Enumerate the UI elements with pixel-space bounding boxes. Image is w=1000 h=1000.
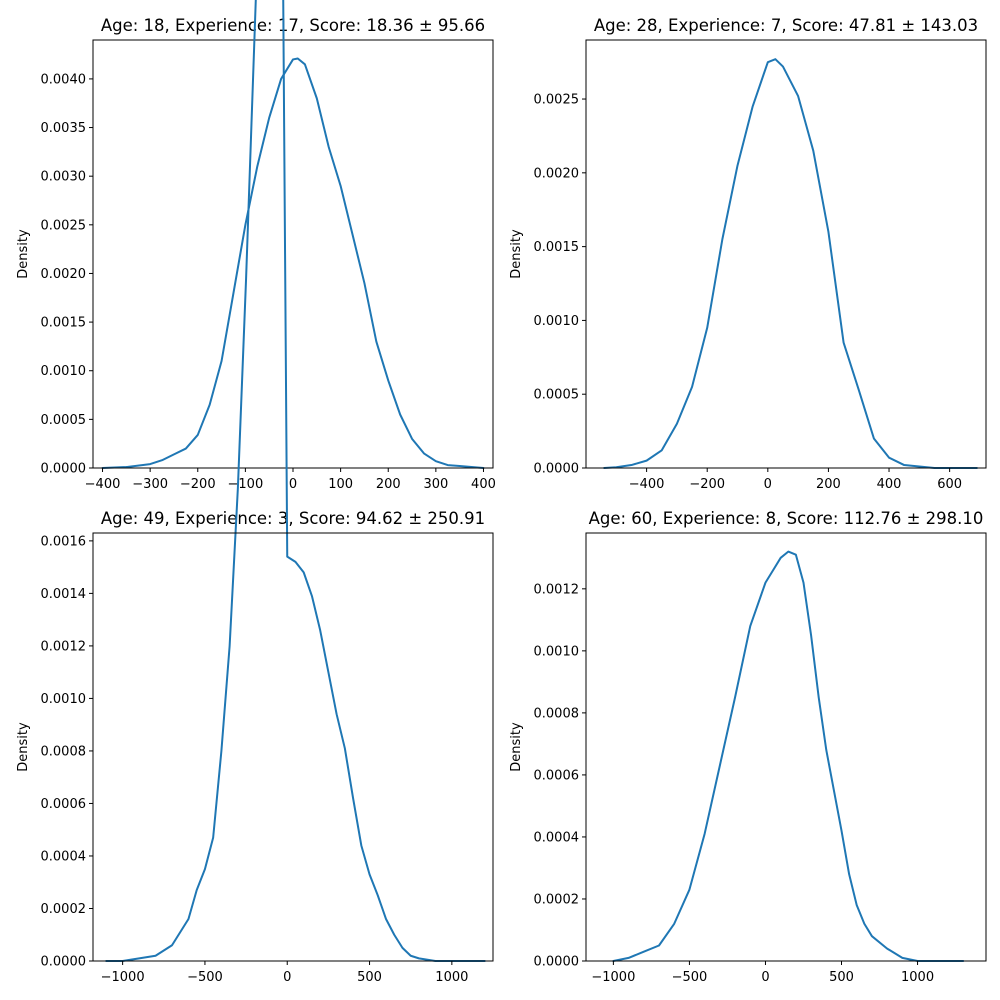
y-tick-label: 0.0012 (534, 582, 580, 597)
y-tick-label: 0.0014 (41, 587, 87, 602)
y-tick-label: 0.0002 (534, 892, 580, 907)
x-tick-label: 400 (471, 477, 496, 492)
x-tick-label: 600 (937, 477, 962, 492)
y-tick-label: 0.0006 (41, 797, 87, 812)
x-tick-label: 200 (376, 477, 401, 492)
y-tick-label: 0.0010 (41, 692, 87, 707)
plot-frame (92, 532, 494, 962)
y-tick-label: 0.0025 (41, 218, 87, 233)
y-tick-label: 0.0035 (41, 121, 87, 136)
y-tick-label: 0.0012 (41, 639, 87, 654)
plot-frame (585, 532, 987, 962)
y-tick-label: 0.0020 (41, 267, 87, 282)
y-tick-label: 0.0008 (534, 706, 580, 721)
x-tick-label: 500 (829, 970, 854, 985)
y-tick-label: 0.0040 (41, 72, 87, 87)
series-line-0 (101, 57, 485, 469)
panel-title: Age: 18, Experience: 17, Score: 18.36 ± … (101, 16, 485, 35)
x-tick-label: −400 (629, 477, 665, 492)
panel-title: Age: 28, Experience: 7, Score: 47.81 ± 1… (594, 16, 978, 35)
y-tick-label: 0.0000 (41, 462, 87, 477)
panel-1: Age: 18, Experience: 17, Score: 18.36 ± … (16, 16, 496, 492)
x-tick-label: −500 (187, 970, 223, 985)
y-tick-label: 0.0015 (534, 240, 580, 255)
y-axis-label: Density (509, 722, 524, 772)
y-tick-label: 0.0016 (41, 534, 87, 549)
x-tick-label: 500 (357, 970, 382, 985)
y-tick-label: 0.0005 (41, 413, 87, 428)
y-tick-label: 0.0030 (41, 170, 87, 185)
x-tick-label: 400 (877, 477, 902, 492)
x-tick-label: 0 (764, 477, 772, 492)
x-tick-label: −100 (228, 477, 264, 492)
x-tick-label: 1000 (435, 970, 468, 985)
y-tick-label: 0.0010 (41, 364, 87, 379)
x-tick-label: −500 (672, 970, 708, 985)
x-tick-label: 100 (328, 477, 353, 492)
y-tick-label: 0.0002 (41, 902, 87, 917)
plot-frame (92, 39, 494, 469)
y-tick-label: 0.0004 (534, 830, 580, 845)
y-axis-label: Density (16, 229, 31, 279)
x-tick-label: −1000 (591, 970, 635, 985)
y-tick-label: 0.0015 (41, 316, 87, 331)
y-tick-label: 0.0000 (41, 955, 87, 970)
panel-2: Age: 28, Experience: 7, Score: 47.81 ± 1… (509, 16, 987, 492)
x-tick-label: −1000 (101, 970, 145, 985)
x-tick-label: −200 (180, 477, 216, 492)
y-tick-label: 0.0025 (534, 93, 580, 108)
x-tick-label: −200 (689, 477, 725, 492)
x-tick-label: 300 (423, 477, 448, 492)
series-line-0 (603, 58, 978, 469)
series-line-0 (105, 0, 486, 962)
y-tick-label: 0.0005 (534, 388, 580, 403)
y-tick-label: 0.0008 (41, 744, 87, 759)
y-axis-label: Density (16, 722, 31, 772)
x-tick-label: 0 (761, 970, 769, 985)
x-tick-label: −300 (132, 477, 168, 492)
x-tick-label: 1000 (901, 970, 934, 985)
y-tick-label: 0.0000 (534, 955, 580, 970)
y-tick-label: 0.0020 (534, 166, 580, 181)
panel-title: Age: 60, Experience: 8, Score: 112.76 ± … (589, 509, 984, 528)
panel-3: Age: 49, Experience: 3, Score: 94.62 ± 2… (16, 0, 494, 985)
y-tick-label: 0.0000 (534, 462, 580, 477)
x-tick-label: −400 (85, 477, 121, 492)
y-axis-label: Density (509, 229, 524, 279)
y-tick-label: 0.0010 (534, 644, 580, 659)
y-tick-label: 0.0010 (534, 314, 580, 329)
panel-title: Age: 49, Experience: 3, Score: 94.62 ± 2… (101, 509, 485, 528)
plot-frame (585, 39, 987, 469)
x-tick-label: 200 (816, 477, 841, 492)
y-tick-label: 0.0006 (534, 768, 580, 783)
series-line-0 (612, 550, 965, 962)
x-tick-label: 0 (283, 970, 291, 985)
panel-4: Age: 60, Experience: 8, Score: 112.76 ± … (509, 509, 987, 985)
x-tick-label: 0 (289, 477, 297, 492)
y-tick-label: 0.0004 (41, 849, 87, 864)
